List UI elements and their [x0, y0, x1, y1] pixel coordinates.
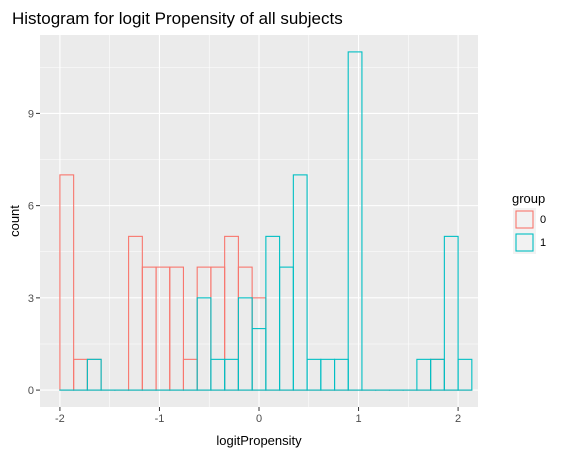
series-1 — [59, 51, 473, 391]
legend-swatch-1 — [515, 233, 534, 252]
y-tick-label: 3 — [28, 293, 34, 305]
y-tick-label: 6 — [28, 201, 34, 213]
chart-title: Histogram for logit Propensity of all su… — [12, 9, 343, 28]
x-tick-label: -2 — [55, 413, 65, 425]
bar — [457, 358, 473, 391]
legend-key-1 — [513, 231, 536, 254]
bar — [443, 235, 459, 391]
histogram-bars — [59, 51, 473, 391]
x-tick-label: 0 — [256, 413, 262, 425]
bar — [292, 174, 308, 391]
y-tick-label: 0 — [28, 385, 34, 397]
legend-title: group — [512, 191, 545, 206]
legend-label-0: 0 — [540, 214, 546, 226]
bar — [347, 51, 363, 391]
legend-key-0 — [513, 208, 536, 231]
y-tick-label: 9 — [28, 108, 34, 120]
bar — [196, 297, 212, 391]
x-tick-label: 2 — [455, 413, 461, 425]
legend: group 0 1 — [512, 191, 546, 254]
axes: -2 -1 0 1 2 0 3 6 9 — [28, 108, 461, 425]
x-tick-label: 1 — [355, 413, 361, 425]
y-axis-title: count — [7, 205, 22, 237]
legend-swatch-0 — [515, 210, 534, 229]
x-tick-label: -1 — [155, 413, 165, 425]
bar — [86, 358, 102, 391]
x-axis-title: logitPropensity — [216, 433, 302, 448]
legend-label-1: 1 — [540, 237, 546, 249]
